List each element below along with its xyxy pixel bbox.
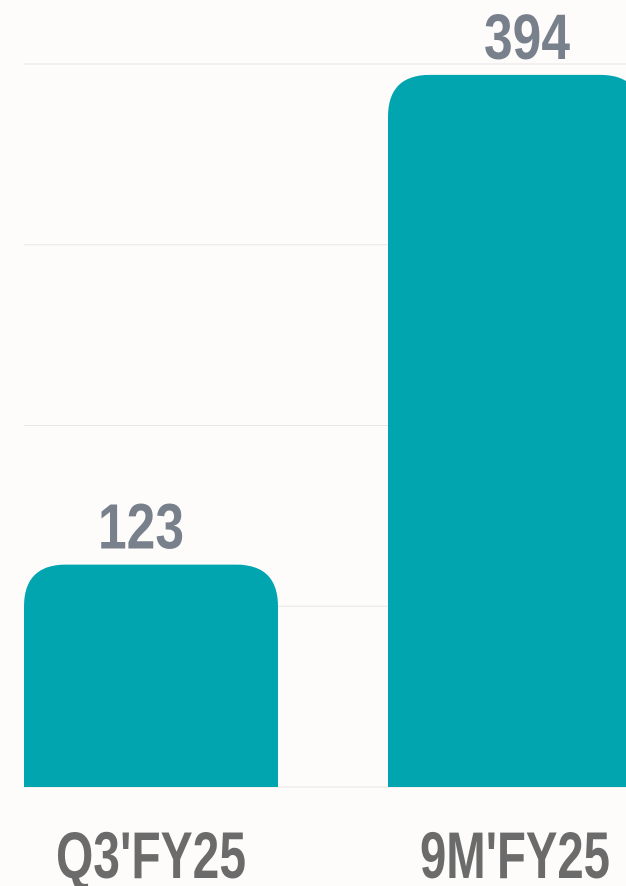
x-tick-label: Q3'FY25 (56, 818, 246, 886)
value-label: 123 (98, 491, 184, 563)
bar (388, 74, 626, 787)
value-label: 394 (484, 1, 570, 73)
x-tick-label: 9M'FY25 (420, 818, 610, 886)
bar (24, 564, 278, 787)
